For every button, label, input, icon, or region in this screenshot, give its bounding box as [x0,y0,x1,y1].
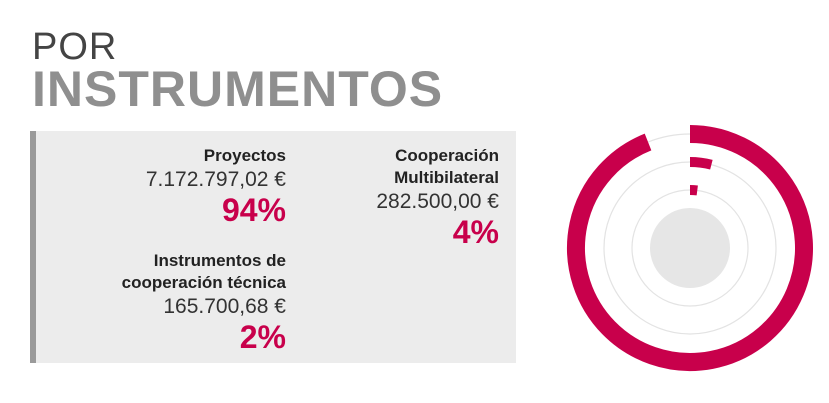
item-name: Proyectos [203,146,286,165]
center-disc [650,208,730,288]
item-percent: 2% [239,319,286,355]
radial-chart [567,125,813,371]
heading-instrumentos: INSTRUMENTOS [32,61,444,117]
item-name: Instrumentos de [153,251,286,270]
arc-cooperaci-n-multibilateral [689,157,713,170]
panel-accent-bar [30,131,36,363]
info-panel [30,131,516,363]
item-multibilateral: Cooperación Multibilateral 282.500,00 € … [299,145,499,249]
heading-por: POR [32,26,118,68]
item-amount: 165.700,68 € [163,295,286,318]
item-name-line2: Multibilateral [394,168,499,187]
item-percent: 94% [221,192,286,228]
arc-proyectos [567,125,813,371]
item-percent: 4% [452,214,499,250]
item-cooperacion-tecnica: Instrumentos de cooperación técnica 165.… [46,250,286,354]
item-amount: 282.500,00 € [376,190,499,213]
item-amount: 7.172.797,02 € [145,168,286,191]
item-name-line2: cooperación técnica [121,273,286,292]
item-proyectos: Proyectos 7.172.797,02 € 94% [46,145,286,227]
item-name: Cooperación [395,146,499,165]
